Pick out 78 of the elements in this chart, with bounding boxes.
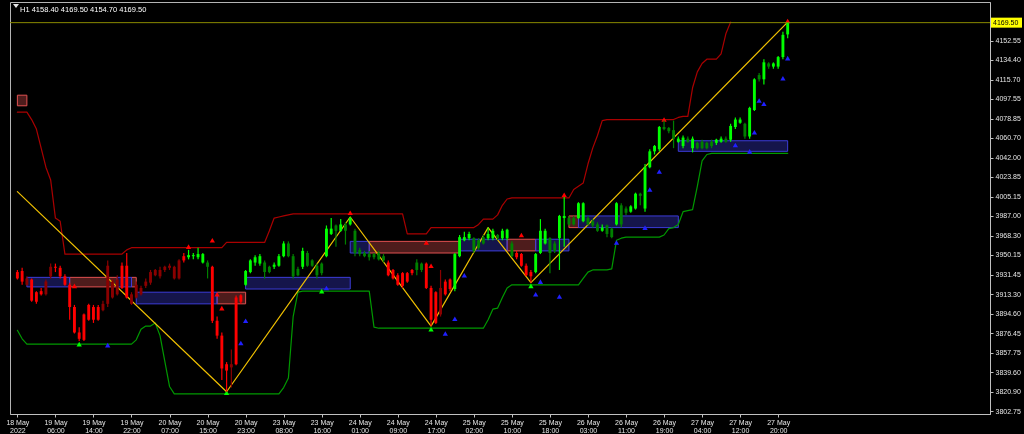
point <box>613 240 620 245</box>
point <box>537 279 544 284</box>
point <box>533 292 539 297</box>
candlestick <box>619 202 623 229</box>
candlestick <box>115 274 119 296</box>
candlestick <box>529 269 533 284</box>
point <box>751 129 758 135</box>
candlestick <box>363 250 366 258</box>
candlestick <box>558 214 561 271</box>
candlestick <box>781 31 785 60</box>
point <box>185 244 192 249</box>
candlestick <box>596 221 599 233</box>
candlestick <box>325 224 328 258</box>
candlestick <box>534 252 538 274</box>
candlestick <box>301 247 305 270</box>
candlestick <box>581 201 585 223</box>
point <box>461 272 467 278</box>
candlestick <box>729 123 733 143</box>
candlestick <box>548 236 552 274</box>
candlestick <box>225 361 229 393</box>
candlestick <box>130 291 133 306</box>
point <box>323 285 330 291</box>
candlestick <box>206 259 210 280</box>
candlestick <box>305 250 309 268</box>
point <box>223 390 230 396</box>
point <box>761 101 767 106</box>
point <box>642 225 648 230</box>
candlestick <box>215 315 219 340</box>
point <box>756 98 762 103</box>
point <box>528 283 534 289</box>
candlestick <box>401 271 404 289</box>
candlestick <box>634 192 637 211</box>
candlestick <box>73 304 76 335</box>
point <box>428 326 434 332</box>
point <box>561 192 567 198</box>
candlestick <box>187 249 190 260</box>
candlestick <box>92 304 95 324</box>
candlestick <box>111 277 114 300</box>
candlestick <box>30 277 34 303</box>
point <box>556 294 563 299</box>
point <box>656 169 662 174</box>
candlestick <box>168 263 171 271</box>
candlestick <box>263 259 267 280</box>
candlestick <box>344 221 347 246</box>
point <box>242 318 249 324</box>
candlestick <box>439 269 442 318</box>
candlestick <box>648 148 652 169</box>
candlestick <box>420 261 423 273</box>
point <box>428 263 434 269</box>
point <box>347 210 353 216</box>
point <box>647 187 653 192</box>
candlestick <box>762 58 766 86</box>
candlestick <box>486 226 490 241</box>
point <box>209 238 215 243</box>
candlestick <box>691 135 695 153</box>
point <box>780 75 786 81</box>
point <box>518 232 525 238</box>
candlestick <box>291 253 295 280</box>
candlestick <box>149 269 152 286</box>
candlestick <box>382 253 385 264</box>
candlestick <box>672 120 675 149</box>
point <box>452 316 458 321</box>
candlestick <box>577 201 580 220</box>
point <box>746 149 753 154</box>
candlestick <box>738 116 742 125</box>
candlestick <box>653 144 656 156</box>
candlestick <box>538 218 542 255</box>
point <box>442 331 448 336</box>
candlestick <box>615 201 618 227</box>
candlestick <box>196 247 200 260</box>
candlestick <box>229 348 233 389</box>
candlestick <box>657 125 661 152</box>
point <box>732 142 739 148</box>
line-series <box>16 21 732 255</box>
point <box>423 240 429 245</box>
point <box>71 283 78 289</box>
point <box>214 292 220 297</box>
candlestick <box>458 234 462 258</box>
